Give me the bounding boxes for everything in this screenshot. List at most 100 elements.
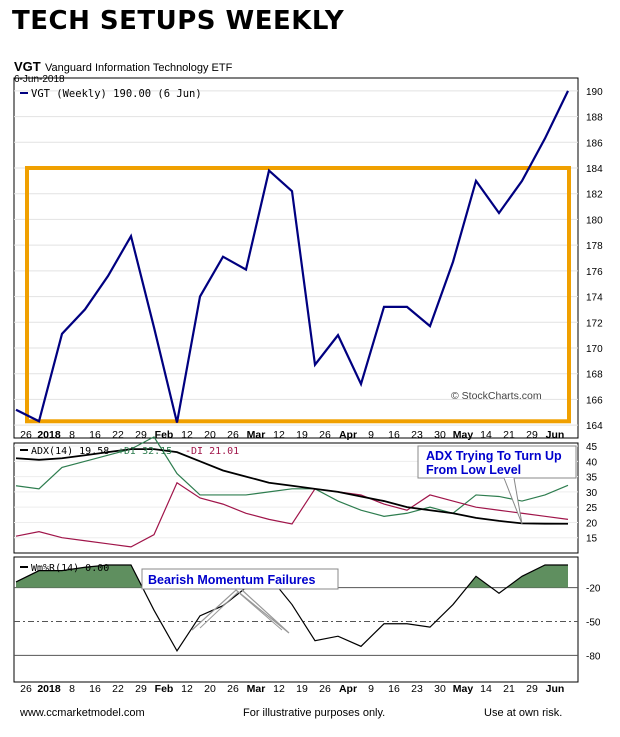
wmr-legend: Wm%R(14) 0.00 (31, 563, 109, 574)
adx-note-pointer (503, 477, 523, 525)
x-tick-label: 26 (227, 429, 239, 441)
x-tick-label-bottom: 21 (503, 683, 515, 695)
adx-tick-label: 25 (586, 503, 598, 514)
footer-left: www.ccmarketmodel.com (20, 707, 145, 719)
wmr-tick-label: -50 (586, 618, 601, 629)
headline: TECH SETUPS WEEKLY (12, 6, 345, 36)
adx-note-box (417, 445, 577, 479)
adx-tick-label: 20 (586, 518, 598, 529)
x-tick-label: May (453, 429, 474, 441)
x-tick-label-bottom: 9 (368, 683, 374, 695)
x-tick-label: 30 (434, 429, 446, 441)
fund-name: Vanguard Information Technology ETF (45, 62, 233, 74)
price-tick-label: 182 (586, 190, 603, 201)
x-tick-label: 26 (20, 429, 32, 441)
x-tick-label: 26 (319, 429, 331, 441)
symbol-label: VGT (14, 59, 41, 74)
x-tick-label: 9 (368, 429, 374, 441)
price-tick-label: 172 (586, 318, 603, 329)
wmr-line (15, 564, 568, 653)
x-tick-label-bottom: Feb (155, 683, 174, 695)
price-tick-label: 188 (586, 113, 603, 124)
adx-tick-label: 35 (586, 473, 598, 484)
x-axis-labels-top: 26 2018 8 16 22 29 Feb 12 20 26 Mar 12 19 26 Apr 9 16 23 3… (20, 429, 564, 441)
price-tick-label: 190 (586, 87, 603, 98)
wmr-y-axis: -20 -50 -80 (586, 584, 601, 663)
plus-di-line (15, 436, 569, 517)
minus-di-line (15, 481, 569, 548)
x-axis-labels-bottom: 26 2018 8 16 22 29 Feb 12 20 26 Mar 12 19 26 Apr 9 16 23 3… (20, 683, 564, 695)
x-tick-label-bottom: 8 (69, 683, 75, 695)
price-panel (13, 77, 579, 439)
x-tick-label-bottom: 26 (20, 683, 32, 695)
price-tick-label: 184 (586, 164, 603, 175)
wmr-fill-area (506, 565, 568, 588)
x-tick-label: 29 (526, 429, 538, 441)
x-tick-label: 29 (135, 429, 147, 441)
momentum-note: Bearish Momentum Failures (148, 573, 315, 587)
x-tick-label-bottom: 2018 (37, 683, 61, 695)
x-tick-label: 8 (69, 429, 75, 441)
x-tick-label-bottom: 22 (112, 683, 124, 695)
x-tick-label: 2018 (37, 429, 61, 441)
price-tick-label: 178 (586, 241, 603, 252)
price-y-axis: 164 166 168 170 172 174 176 178 180 182 184 186 188 1… (586, 87, 603, 432)
price-series-line (15, 90, 569, 423)
momentum-note-box (141, 568, 339, 590)
x-tick-label: 16 (388, 429, 400, 441)
price-tick-label: 166 (586, 395, 603, 406)
x-tick-label: 20 (204, 429, 216, 441)
x-tick-label-bottom: May (453, 683, 474, 695)
x-tick-label-bottom: 14 (480, 683, 492, 695)
price-tick-label: 168 (586, 370, 603, 381)
price-tick-label: 186 (586, 138, 603, 149)
footer-center: For illustrative purposes only. (243, 707, 386, 719)
x-tick-label-bottom: 29 (135, 683, 147, 695)
adx-tick-label: 40 (586, 457, 598, 468)
adx-note-line-2: From Low Level (426, 463, 521, 477)
x-tick-label-bottom: 16 (89, 683, 101, 695)
x-tick-label-bottom: 23 (411, 683, 423, 695)
x-tick-label: 22 (112, 429, 124, 441)
price-tick-label: 180 (586, 215, 603, 226)
x-tick-label: 19 (296, 429, 308, 441)
x-tick-label-bottom: 20 (204, 683, 216, 695)
x-tick-label-bottom: Apr (339, 683, 357, 695)
x-tick-label-bottom: 12 (181, 683, 193, 695)
x-tick-label: 12 (273, 429, 285, 441)
price-tick-label: 170 (586, 344, 603, 355)
wmr-tick-label: -80 (586, 651, 601, 662)
x-tick-label-bottom: 19 (296, 683, 308, 695)
x-tick-label-bottom: Mar (247, 683, 266, 695)
adx-legend-plus-di: +DI 32.15 (118, 446, 172, 457)
adx-note-line-1: ADX Trying To Turn Up (426, 449, 562, 463)
x-tick-label-bottom: 16 (388, 683, 400, 695)
x-tick-label: 23 (411, 429, 423, 441)
x-tick-label: Jun (546, 429, 565, 441)
adx-legend-minus-di: -DI 21.01 (185, 446, 239, 457)
x-tick-label-bottom: 26 (227, 683, 239, 695)
x-tick-label: Feb (155, 429, 174, 441)
x-tick-label-bottom: 12 (273, 683, 285, 695)
x-tick-label-bottom: 30 (434, 683, 446, 695)
wmr-tick-label: -20 (586, 584, 601, 595)
adx-tick-label: 15 (586, 534, 598, 545)
x-tick-label-bottom: 26 (319, 683, 331, 695)
price-tick-label: 164 (586, 421, 603, 432)
footer-right: Use at own risk. (484, 707, 563, 719)
adx-tick-label: 45 (586, 442, 598, 453)
x-tick-label: 14 (480, 429, 492, 441)
momentum-note-pointer (191, 589, 290, 634)
adx-tick-label: 30 (586, 488, 598, 499)
wmr-fill-area (466, 576, 492, 588)
price-tick-label: 174 (586, 293, 603, 304)
adx-y-axis: 15 20 25 30 35 40 45 (586, 442, 598, 545)
adx-legend-adx: ADX(14) 19.58 (31, 446, 109, 457)
adx-line (15, 448, 569, 525)
price-tick-label: 176 (586, 267, 603, 278)
watermark: © StockCharts.com (451, 390, 542, 402)
x-tick-label: 12 (181, 429, 193, 441)
price-legend: VGT (Weekly) 190.00 (6 Jun) (31, 88, 202, 100)
x-tick-label: 21 (503, 429, 515, 441)
